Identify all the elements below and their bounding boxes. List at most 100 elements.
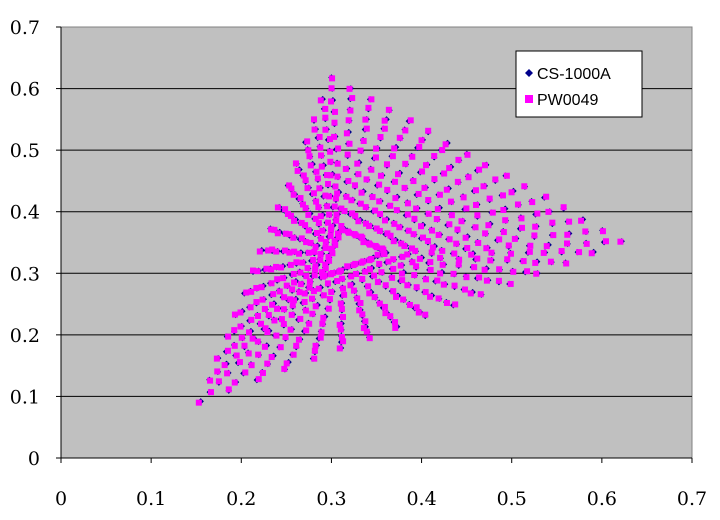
data-point-pw0049 <box>326 136 333 143</box>
x-tick-label: 0.3 <box>316 488 346 510</box>
data-point-pw0049 <box>350 287 357 294</box>
data-point-pw0049 <box>380 250 387 257</box>
data-point-pw0049 <box>415 309 422 316</box>
data-point-pw0049 <box>344 151 351 158</box>
data-point-pw0049 <box>602 238 609 245</box>
data-point-pw0049 <box>237 309 244 316</box>
data-point-pw0049 <box>526 248 533 255</box>
data-point-pw0049 <box>357 300 364 307</box>
data-point-pw0049 <box>483 277 490 284</box>
data-point-pw0049 <box>391 220 398 227</box>
data-point-pw0049 <box>376 227 383 234</box>
data-point-pw0049 <box>207 389 214 396</box>
data-point-pw0049 <box>245 350 252 357</box>
data-point-pw0049 <box>342 165 349 172</box>
data-point-pw0049 <box>545 208 552 215</box>
data-point-pw0049 <box>290 351 297 358</box>
data-point-pw0049 <box>329 250 336 257</box>
data-point-pw0049 <box>549 219 556 226</box>
data-point-pw0049 <box>393 293 400 300</box>
legend-label-pw0049: PW0049 <box>537 92 598 109</box>
data-point-pw0049 <box>294 167 301 174</box>
data-point-pw0049 <box>429 227 436 234</box>
data-point-pw0049 <box>311 355 318 362</box>
data-point-pw0049 <box>413 284 420 291</box>
data-point-pw0049 <box>281 365 288 372</box>
x-tick-label: 0.4 <box>406 488 436 510</box>
data-point-pw0049 <box>290 234 297 241</box>
data-point-pw0049 <box>334 173 341 180</box>
data-point-pw0049 <box>368 96 375 103</box>
data-point-pw0049 <box>315 220 322 227</box>
data-point-pw0049 <box>231 379 238 386</box>
data-point-pw0049 <box>297 315 304 322</box>
data-point-pw0049 <box>340 338 347 345</box>
y-tick-label: 0.7 <box>10 17 40 39</box>
data-point-pw0049 <box>322 238 329 245</box>
data-point-pw0049 <box>452 301 459 308</box>
data-point-pw0049 <box>313 168 320 175</box>
data-point-pw0049 <box>302 307 309 314</box>
data-point-pw0049 <box>382 310 389 317</box>
data-point-pw0049 <box>338 226 345 233</box>
data-point-pw0049 <box>334 278 341 285</box>
data-point-pw0049 <box>483 245 490 252</box>
data-point-pw0049 <box>322 192 329 199</box>
data-point-pw0049 <box>253 285 260 292</box>
data-point-pw0049 <box>301 290 308 297</box>
data-point-pw0049 <box>320 314 327 321</box>
data-point-pw0049 <box>318 329 325 336</box>
data-point-pw0049 <box>352 260 359 267</box>
data-point-pw0049 <box>455 156 462 163</box>
data-point-pw0049 <box>336 321 343 328</box>
data-point-pw0049 <box>488 249 495 256</box>
data-point-pw0049 <box>312 263 319 270</box>
data-point-pw0049 <box>378 269 385 276</box>
data-point-pw0049 <box>458 218 465 225</box>
data-point-pw0049 <box>372 154 379 161</box>
data-point-pw0049 <box>362 116 369 123</box>
x-tick-label: 0.2 <box>226 488 256 510</box>
data-point-pw0049 <box>582 228 589 235</box>
data-point-pw0049 <box>358 189 365 196</box>
data-point-pw0049 <box>288 311 295 318</box>
data-point-pw0049 <box>422 311 429 318</box>
data-point-pw0049 <box>306 320 313 327</box>
data-point-pw0049 <box>446 236 453 243</box>
data-point-pw0049 <box>265 311 272 318</box>
data-point-pw0049 <box>500 229 507 236</box>
data-point-pw0049 <box>366 335 373 342</box>
data-point-pw0049 <box>304 185 311 192</box>
data-point-pw0049 <box>298 219 305 226</box>
data-point-pw0049 <box>282 206 289 213</box>
data-point-pw0049 <box>334 230 341 237</box>
data-point-pw0049 <box>471 264 478 271</box>
data-point-pw0049 <box>395 171 402 178</box>
data-point-pw0049 <box>396 134 403 141</box>
data-point-pw0049 <box>365 104 372 111</box>
data-point-pw0049 <box>391 178 398 185</box>
data-point-pw0049 <box>437 254 444 261</box>
data-point-pw0049 <box>473 201 480 208</box>
data-point-pw0049 <box>354 160 361 167</box>
data-point-pw0049 <box>337 300 344 307</box>
data-point-pw0049 <box>485 222 492 229</box>
data-point-pw0049 <box>441 170 448 177</box>
data-point-pw0049 <box>331 119 338 126</box>
data-point-pw0049 <box>440 281 447 288</box>
data-point-pw0049 <box>514 201 521 208</box>
data-point-pw0049 <box>413 263 420 270</box>
data-point-pw0049 <box>316 133 323 140</box>
data-point-pw0049 <box>558 248 565 255</box>
data-point-pw0049 <box>399 253 406 260</box>
data-point-pw0049 <box>340 285 347 292</box>
data-point-pw0049 <box>507 280 514 287</box>
data-point-pw0049 <box>257 320 264 327</box>
data-point-pw0049 <box>327 158 334 165</box>
data-point-pw0049 <box>322 261 329 268</box>
data-point-pw0049 <box>305 249 312 256</box>
data-point-pw0049 <box>396 224 403 231</box>
data-point-pw0049 <box>254 268 261 275</box>
data-point-pw0049 <box>371 272 378 279</box>
data-point-pw0049 <box>439 247 446 254</box>
